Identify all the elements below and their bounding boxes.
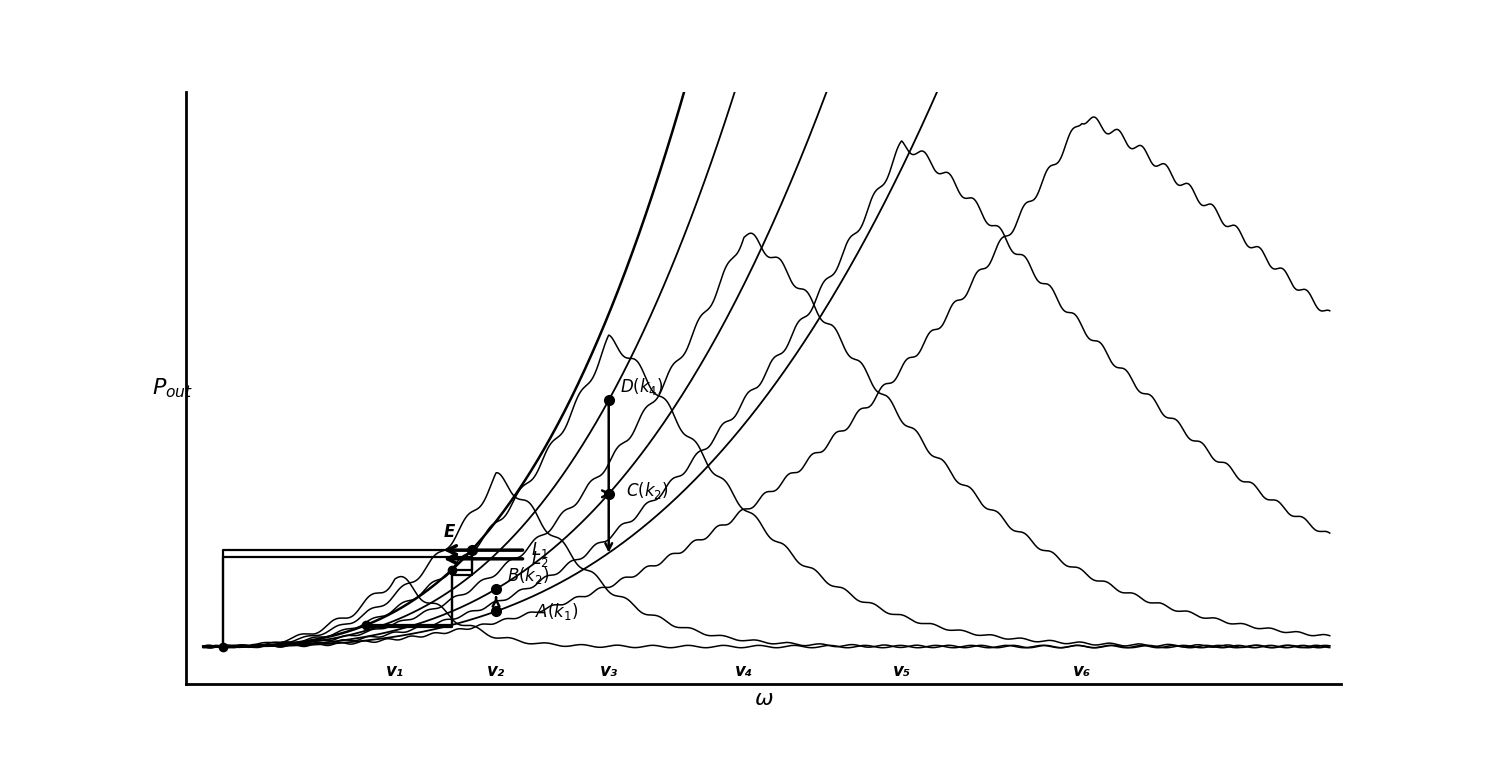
Text: $D(k_4)$: $D(k_4)$: [620, 376, 665, 397]
Text: $B(k_2)$: $B(k_2)$: [507, 565, 550, 586]
Text: $L_2$: $L_2$: [530, 549, 548, 569]
Text: v₁: v₁: [386, 661, 404, 680]
Text: v₆: v₆: [1073, 661, 1091, 680]
Text: v₄: v₄: [735, 661, 752, 680]
Text: v₅: v₅: [893, 661, 910, 680]
X-axis label: $\omega$: $\omega$: [754, 689, 773, 709]
Text: $L_1$: $L_1$: [530, 540, 548, 560]
Text: v₂: v₂: [487, 661, 505, 680]
Text: $A(k_1)$: $A(k_1)$: [535, 601, 578, 621]
Text: $C(k_2)$: $C(k_2)$: [626, 481, 669, 502]
Text: E: E: [444, 523, 454, 541]
Y-axis label: $P_{out}$: $P_{out}$: [152, 376, 194, 399]
Text: v₃: v₃: [599, 661, 618, 680]
